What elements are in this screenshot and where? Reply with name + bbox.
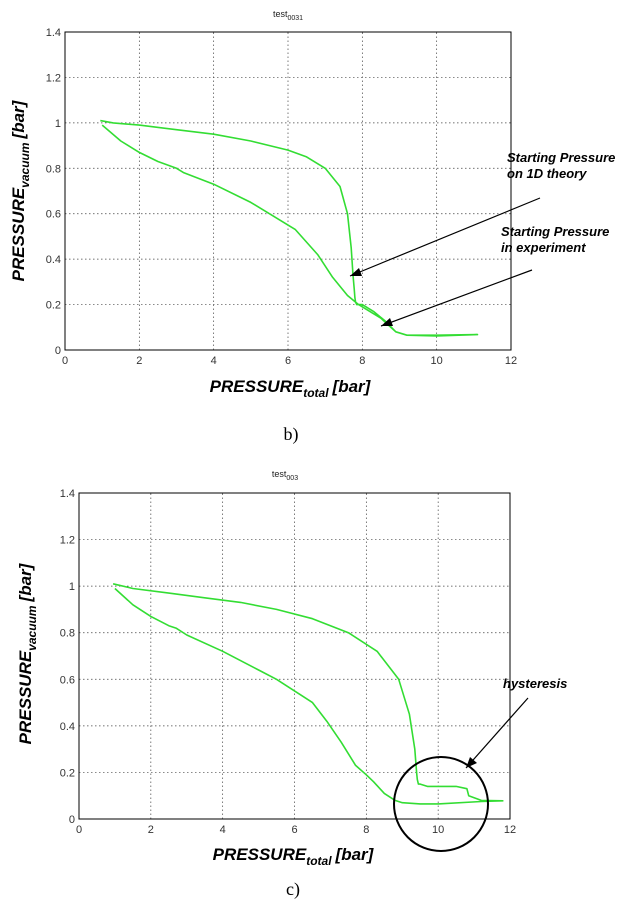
series-curve-c xyxy=(112,583,504,805)
x-tick-label: 8 xyxy=(363,824,369,836)
y-tick-label: 0.2 xyxy=(60,767,75,779)
grid-b xyxy=(65,32,511,350)
x-tick-label: 2 xyxy=(136,355,142,367)
y-tick-label: 1 xyxy=(69,581,75,593)
ticks-b: 0 2 4 6 8 10 12 0 0.2 0.4 0.6 0.8 1 1.2 1.4 xyxy=(46,27,517,367)
plot-frame-c xyxy=(78,492,511,820)
x-tick-label: 4 xyxy=(211,355,217,367)
plot-title-c: test003 xyxy=(272,469,298,482)
arrowhead-hysteresis xyxy=(466,757,477,768)
y-tick-label: 1.4 xyxy=(46,27,61,39)
y-tick-label: 0 xyxy=(69,814,75,826)
panel-c: test003 0 2 4 6 8 10 12 0 0.2 0.4 0.6 0.8 1 1.2 1.4 PR… xyxy=(16,469,567,900)
y-tick-label: 1 xyxy=(55,118,61,130)
x-tick-label: 12 xyxy=(504,824,516,836)
caption-c: c) xyxy=(286,879,300,900)
y-tick-label: 0.8 xyxy=(46,163,61,175)
hysteresis-circle xyxy=(393,756,489,852)
x-axis-label-c: PRESSUREtotal [bar] xyxy=(213,845,375,868)
arrow-experiment xyxy=(380,269,533,327)
y-tick-label: 0.4 xyxy=(60,721,75,733)
grid-c xyxy=(79,493,510,819)
arrow-1d-theory xyxy=(349,197,541,277)
x-axis-label-b: PRESSUREtotal [bar] xyxy=(210,377,372,400)
caption-b: b) xyxy=(284,424,299,445)
arrow-hysteresis xyxy=(465,697,529,769)
x-tick-label: 6 xyxy=(285,355,291,367)
panel-b: test0031 0 2 4 6 8 10 12 0 0.2 0.4 0.6 0.8 1 1.2 1.4 P… xyxy=(9,9,615,445)
arrowhead-1d-theory xyxy=(350,268,362,276)
x-tick-label: 4 xyxy=(220,824,226,836)
series-curve-b xyxy=(100,119,479,337)
x-tick-label: 10 xyxy=(432,824,444,836)
y-tick-label: 0.2 xyxy=(46,300,61,312)
x-tick-label: 10 xyxy=(431,355,443,367)
y-tick-label: 1.4 xyxy=(60,488,75,500)
ticks-c: 0 2 4 6 8 10 12 0 0.2 0.4 0.6 0.8 1 1.2 1.4 xyxy=(60,488,516,836)
x-tick-label: 12 xyxy=(505,355,517,367)
arrowhead-experiment xyxy=(381,318,393,326)
y-axis-label-b: PRESSUREvacuum[bar] xyxy=(9,99,32,281)
y-tick-label: 0.8 xyxy=(60,628,75,640)
y-tick-label: 0.6 xyxy=(46,209,61,221)
x-tick-label: 8 xyxy=(359,355,365,367)
x-tick-label: 6 xyxy=(291,824,297,836)
annotation-hysteresis: hysteresis xyxy=(503,676,567,691)
y-tick-label: 0.4 xyxy=(46,254,61,266)
y-axis-label-c: PRESSUREvacuum[bar] xyxy=(16,562,39,744)
annotation-1d-theory: Starting Pressure on 1D theory xyxy=(507,150,615,181)
y-tick-label: 0.6 xyxy=(60,674,75,686)
plot-frame-b xyxy=(64,31,512,351)
y-tick-label: 1.2 xyxy=(46,72,61,84)
plot-title-b: test0031 xyxy=(273,9,303,22)
y-tick-label: 0 xyxy=(55,345,61,357)
y-tick-label: 1.2 xyxy=(60,535,75,547)
x-tick-label: 0 xyxy=(62,355,68,367)
x-tick-label: 0 xyxy=(76,824,82,836)
annotation-experiment: Starting Pressure in experiment xyxy=(501,224,609,255)
x-tick-label: 2 xyxy=(148,824,154,836)
